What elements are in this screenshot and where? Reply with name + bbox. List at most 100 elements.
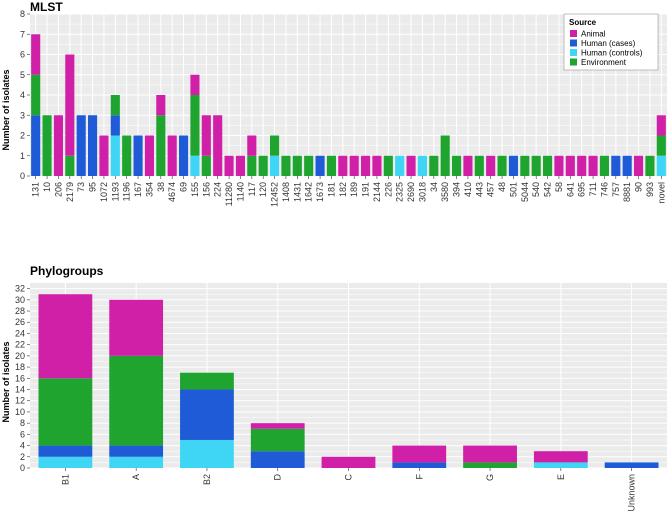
- mlst-xtick-label-542: 542: [543, 182, 553, 197]
- mlst-xtick-label-117: 117: [247, 182, 257, 196]
- mlst-bar-117-animal: [247, 135, 257, 156]
- mlst-bar-131-animal: [31, 34, 41, 75]
- phylo-ytick-label: 24: [15, 328, 25, 338]
- mlst-xtick-label-226: 226: [383, 182, 393, 197]
- phylo-bar-b1-human-controls: [38, 456, 93, 468]
- mlst-xtick-label-695: 695: [577, 182, 587, 197]
- mlst-xtick-label-1196: 1196: [122, 182, 132, 201]
- phylo-bar-b2-human-controls: [180, 439, 234, 468]
- mlst-bar-131-environment: [31, 74, 41, 116]
- mlst-xtick-label-2325: 2325: [395, 182, 405, 202]
- mlst-bar-155-animal: [190, 74, 200, 95]
- phylo-xtick-label-a: A: [131, 474, 141, 480]
- mlst-xtick-label-993: 993: [645, 182, 655, 197]
- mlst-bar-542-environment: [543, 155, 553, 176]
- mlst-bar-5044-environment: [520, 155, 530, 176]
- mlst-bar-8881-human-cases: [622, 155, 632, 176]
- mlst-xtick-label-2690: 2690: [406, 182, 416, 202]
- mlst-xtick-label-354: 354: [144, 182, 154, 197]
- mlst-bar-410-animal: [463, 155, 473, 176]
- mlst-bar-12452-human-controls: [270, 155, 280, 176]
- legend-box: [563, 13, 659, 71]
- mlst-ytick-label: 8: [20, 9, 25, 19]
- legend-label-environment: Environment: [581, 58, 627, 67]
- legend-swatch-animal: [570, 30, 577, 37]
- mlst-bar-34-environment: [429, 155, 439, 176]
- mlst-bar-2690-animal: [406, 155, 416, 176]
- phylo-ytick-label: 16: [15, 373, 25, 383]
- phylo-bar-b1-environment: [38, 378, 93, 446]
- phylo-ytick-label: 2: [20, 452, 25, 462]
- mlst-bar-90-animal: [634, 155, 644, 176]
- mlst-bar-181-environment: [326, 155, 336, 176]
- phylo-xtick-label-unknown: Unknown: [627, 474, 637, 512]
- mlst-bar-167-human-cases: [133, 135, 143, 176]
- mlst-bar-182-animal: [338, 155, 348, 176]
- phylo-bar-a-human-cases: [109, 445, 164, 457]
- mlst-xtick-label-182: 182: [338, 182, 348, 197]
- mlst-xtick-label-410: 410: [463, 182, 473, 197]
- phylo-xtick-label-f: F: [414, 474, 424, 480]
- mlst-xtick-label-1140: 1140: [235, 182, 245, 201]
- phylo-bar-c-animal: [321, 456, 376, 468]
- mlst-xtick-label-501: 501: [508, 182, 518, 197]
- phylo-ytick-label: 32: [15, 284, 25, 294]
- phylo-ytick-label: 26: [15, 317, 25, 327]
- legend-label-human-cases: Human (cases): [581, 39, 636, 48]
- mlst-xtick-label-394: 394: [452, 182, 462, 197]
- mlst-bar-746-environment: [599, 155, 609, 176]
- phylo-ytick-label: 8: [20, 418, 25, 428]
- phylo-ytick-label: 22: [15, 340, 25, 350]
- mlst-xtick-label-10: 10: [42, 182, 52, 192]
- mlst-bar-1140-animal: [235, 155, 245, 176]
- mlst-xtick-label-1408: 1408: [281, 182, 291, 202]
- phylo-xtick-label-e: E: [556, 474, 566, 480]
- phylo-xtick-label-g: G: [485, 474, 495, 481]
- phylo-ytick-label: 18: [15, 362, 25, 372]
- mlst-bar-73-human-cases: [76, 115, 86, 176]
- mlst-bar-1673-human-cases: [315, 155, 325, 176]
- mlst-ytick-label: 1: [20, 151, 25, 161]
- mlst-bar-156-environment: [201, 155, 211, 176]
- mlst-bar-354-animal: [144, 135, 154, 176]
- mlst-xtick-label-11280: 11280: [224, 182, 234, 206]
- mlst-xtick-label-1431: 1431: [292, 182, 302, 202]
- mlst-bar-226-environment: [383, 155, 393, 176]
- mlst-xtick-label-189: 189: [349, 182, 359, 197]
- mlst-bar-711-animal: [588, 155, 598, 176]
- mlst-bar-155-human-controls: [190, 155, 200, 176]
- legend-swatch-environment: [570, 58, 577, 66]
- mlst-bar-48-environment: [497, 155, 507, 176]
- mlst-xtick-label-1673: 1673: [315, 182, 325, 202]
- mlst-xtick-label-181: 181: [326, 182, 336, 197]
- mlst-title: MLST: [30, 0, 63, 14]
- mlst-y-axis-label: Number of isolates: [1, 69, 11, 150]
- mlst-bar-501-human-cases: [508, 155, 518, 176]
- legend-swatch-human-controls: [570, 49, 577, 56]
- phylogroups-y-axis-label: Number of isolates: [1, 341, 11, 422]
- phylo-xtick-label-b1: B1: [60, 474, 70, 485]
- phylo-bar-g-environment: [463, 462, 517, 468]
- mlst-ytick-label: 7: [20, 29, 25, 39]
- mlst-bar-117-environment: [247, 155, 257, 176]
- mlst-bar-120-environment: [258, 155, 268, 176]
- mlst-xtick-label-38: 38: [156, 182, 166, 192]
- phylo-ytick-label: 28: [15, 306, 25, 316]
- legend-label-human-controls: Human (controls): [581, 49, 643, 58]
- mlst-bar-11280-animal: [224, 155, 234, 176]
- phylo-xtick-label-d: D: [273, 474, 283, 481]
- mlst-xtick-label-2144: 2144: [372, 182, 382, 202]
- mlst-xtick-label-4674: 4674: [167, 182, 177, 202]
- mlst-bar-10-environment: [42, 115, 52, 176]
- mlst-bar-3580-environment: [440, 135, 450, 176]
- mlst-ytick-label: 5: [20, 70, 25, 80]
- phylo-ytick-label: 30: [15, 295, 25, 305]
- mlst-bar-540-environment: [531, 155, 541, 176]
- phylo-bar-b2-environment: [180, 372, 234, 390]
- mlst-bar-1072-animal: [99, 135, 109, 176]
- phylo-ytick-label: 14: [15, 385, 25, 395]
- mlst-bar-1193-human-controls: [110, 135, 120, 176]
- mlst-bar-3018-human-controls: [417, 155, 427, 176]
